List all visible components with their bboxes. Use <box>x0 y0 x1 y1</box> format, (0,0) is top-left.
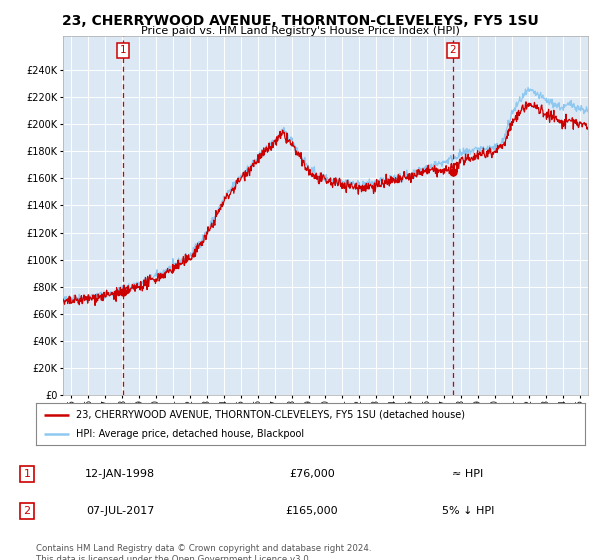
Text: 23, CHERRYWOOD AVENUE, THORNTON-CLEVELEYS, FY5 1SU (detached house): 23, CHERRYWOOD AVENUE, THORNTON-CLEVELEY… <box>76 409 464 419</box>
Text: 12-JAN-1998: 12-JAN-1998 <box>85 469 155 479</box>
Text: 07-JUL-2017: 07-JUL-2017 <box>86 506 154 516</box>
Text: Price paid vs. HM Land Registry's House Price Index (HPI): Price paid vs. HM Land Registry's House … <box>140 26 460 36</box>
Text: 23, CHERRYWOOD AVENUE, THORNTON-CLEVELEYS, FY5 1SU: 23, CHERRYWOOD AVENUE, THORNTON-CLEVELEY… <box>62 14 538 28</box>
Text: 2: 2 <box>449 45 456 55</box>
Text: 1: 1 <box>119 45 126 55</box>
Text: £76,000: £76,000 <box>289 469 335 479</box>
Text: 5% ↓ HPI: 5% ↓ HPI <box>442 506 494 516</box>
Text: HPI: Average price, detached house, Blackpool: HPI: Average price, detached house, Blac… <box>76 429 304 439</box>
Text: £165,000: £165,000 <box>286 506 338 516</box>
Text: 1: 1 <box>23 469 31 479</box>
Text: Contains HM Land Registry data © Crown copyright and database right 2024.
This d: Contains HM Land Registry data © Crown c… <box>36 544 371 560</box>
Text: 2: 2 <box>23 506 31 516</box>
Text: ≈ HPI: ≈ HPI <box>452 469 484 479</box>
